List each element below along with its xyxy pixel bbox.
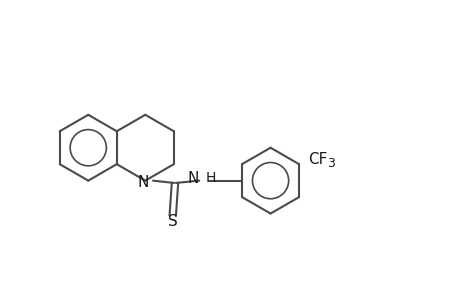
Text: N: N	[187, 171, 199, 186]
Text: H: H	[205, 171, 216, 185]
Text: S: S	[168, 214, 177, 229]
Text: 3: 3	[327, 157, 335, 170]
Text: CF: CF	[308, 152, 327, 167]
Text: N: N	[137, 176, 148, 190]
